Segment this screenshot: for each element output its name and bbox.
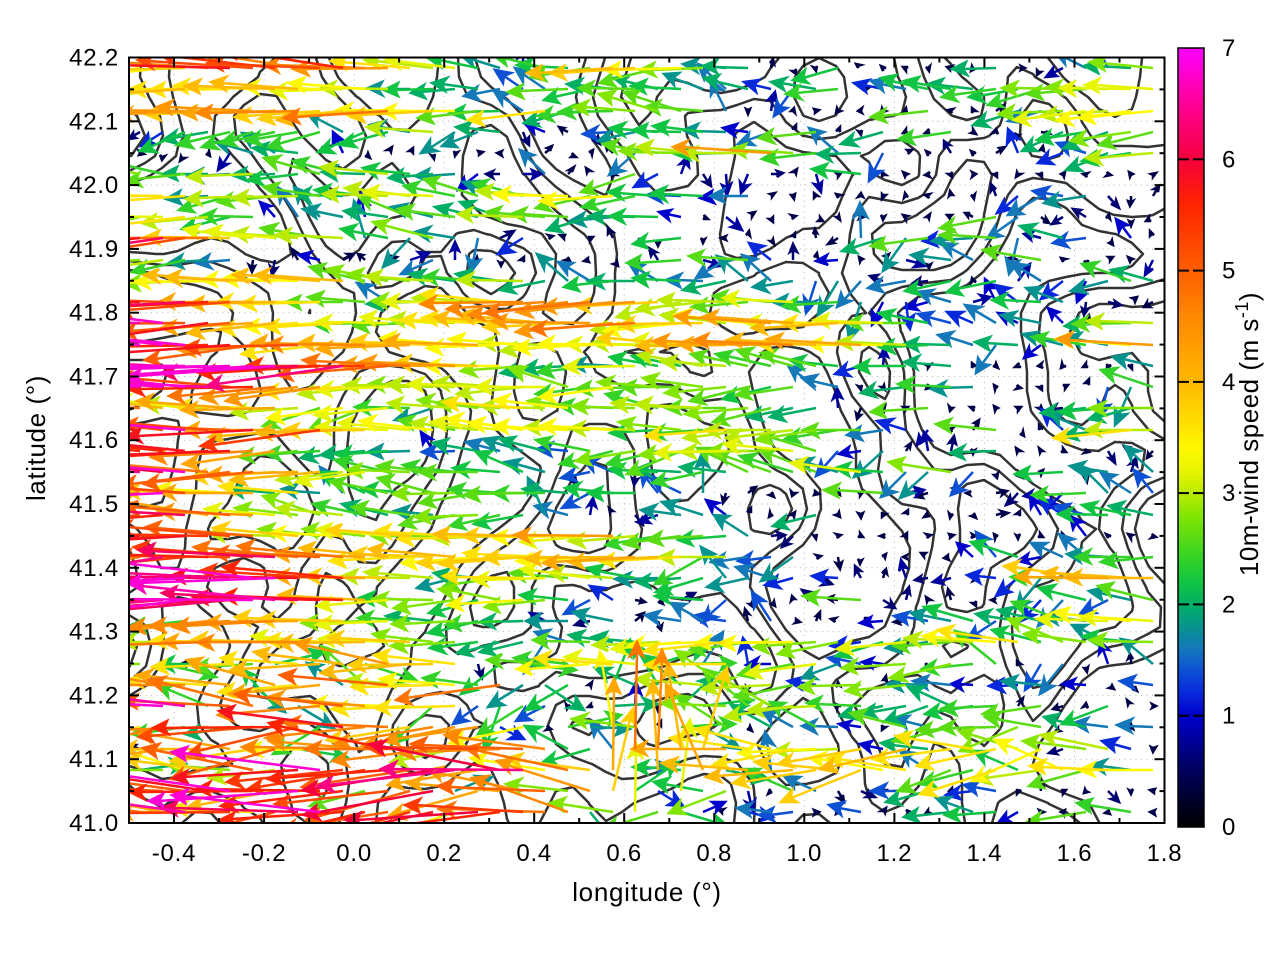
svg-text:0.6: 0.6 [606,840,642,867]
svg-text:42.1: 42.1 [69,108,119,135]
svg-text:3: 3 [1222,480,1235,507]
svg-text:1: 1 [1222,703,1235,730]
svg-text:longitude (°): longitude (°) [572,877,722,907]
svg-text:1.8: 1.8 [1147,840,1183,867]
svg-text:41.1: 41.1 [69,746,119,773]
svg-text:5: 5 [1222,258,1235,285]
svg-text:10m-wind speed (m s-1): 10m-wind speed (m s-1) [1232,292,1264,576]
svg-text:41.3: 41.3 [69,619,119,646]
svg-text:1.6: 1.6 [1057,840,1093,867]
svg-text:1.4: 1.4 [967,840,1003,867]
svg-text:0.8: 0.8 [696,840,732,867]
svg-text:42.2: 42.2 [69,45,119,72]
svg-text:0.4: 0.4 [516,840,552,867]
svg-text:-0.4: -0.4 [152,840,197,867]
svg-text:41.0: 41.0 [69,810,119,837]
svg-text:41.2: 41.2 [69,682,119,709]
svg-text:2: 2 [1222,591,1235,618]
svg-text:41.4: 41.4 [69,555,119,582]
svg-text:42.0: 42.0 [69,172,119,199]
svg-text:7: 7 [1222,35,1235,62]
svg-text:6: 6 [1222,146,1235,173]
svg-text:0: 0 [1222,814,1235,841]
svg-text:1.0: 1.0 [786,840,822,867]
svg-text:0.0: 0.0 [336,840,372,867]
svg-text:41.8: 41.8 [69,300,119,327]
svg-text:latitude (°): latitude (°) [21,375,51,501]
svg-text:41.5: 41.5 [69,491,119,518]
svg-text:41.6: 41.6 [69,427,119,454]
svg-text:1.2: 1.2 [877,840,913,867]
svg-text:4: 4 [1222,369,1235,396]
svg-text:41.7: 41.7 [69,364,119,391]
svg-text:0.2: 0.2 [426,840,462,867]
svg-text:-0.2: -0.2 [242,840,287,867]
svg-text:41.9: 41.9 [69,236,119,263]
